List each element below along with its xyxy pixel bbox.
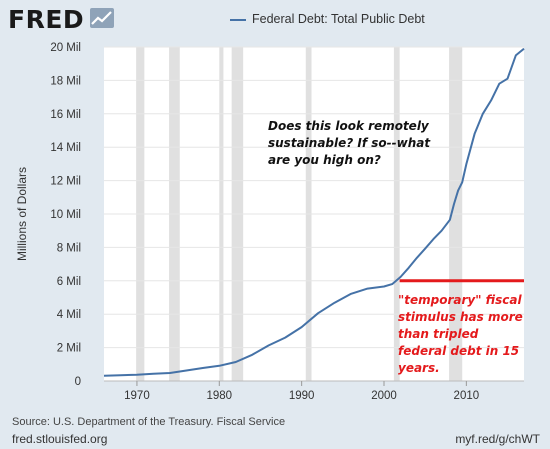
series-line bbox=[103, 47, 525, 377]
source-note: Source: U.S. Department of the Treasury.… bbox=[12, 416, 286, 428]
y-tick-label: 2 Mil bbox=[57, 343, 81, 355]
fred-logo[interactable]: FRED bbox=[8, 5, 85, 34]
site-link[interactable]: fred.stlouisfed.org bbox=[12, 432, 108, 446]
short-url-link[interactable]: myf.red/g/chWT bbox=[455, 432, 540, 446]
y-tick-label: 20 Mil bbox=[50, 42, 81, 54]
x-tick-label: 2010 bbox=[454, 390, 480, 402]
line-chart-icon bbox=[90, 8, 114, 28]
y-tick-label: 0 bbox=[75, 376, 81, 388]
y-tick-label: 6 Mil bbox=[57, 276, 81, 288]
y-tick-label: 18 Mil bbox=[50, 75, 81, 87]
y-tick-label: 8 Mil bbox=[57, 242, 81, 254]
y-tick-label: 16 Mil bbox=[50, 109, 81, 121]
y-axis-label: Millions of Dollars bbox=[15, 167, 29, 261]
legend-label: Federal Debt: Total Public Debt bbox=[252, 12, 425, 26]
legend-swatch bbox=[230, 18, 246, 21]
x-tick-label: 1990 bbox=[289, 390, 315, 402]
chart-legend[interactable]: Federal Debt: Total Public Debt bbox=[230, 12, 425, 26]
y-tick-label: 14 Mil bbox=[50, 142, 81, 154]
y-tick-label: 10 Mil bbox=[50, 209, 81, 221]
y-tick-label: 12 Mil bbox=[50, 176, 81, 188]
annotation-black: Does this look remotely sustainable? If … bbox=[268, 119, 431, 167]
chart-header: FRED Federal Debt: Total Public Debt bbox=[0, 0, 550, 40]
x-tick-label: 1970 bbox=[124, 390, 150, 402]
x-tick-label: 2000 bbox=[371, 390, 397, 402]
x-tick-label: 1980 bbox=[206, 390, 232, 402]
y-tick-label: 4 Mil bbox=[57, 309, 81, 321]
annotation-red: "temporary" fiscal stimulus has more tha… bbox=[398, 293, 523, 375]
